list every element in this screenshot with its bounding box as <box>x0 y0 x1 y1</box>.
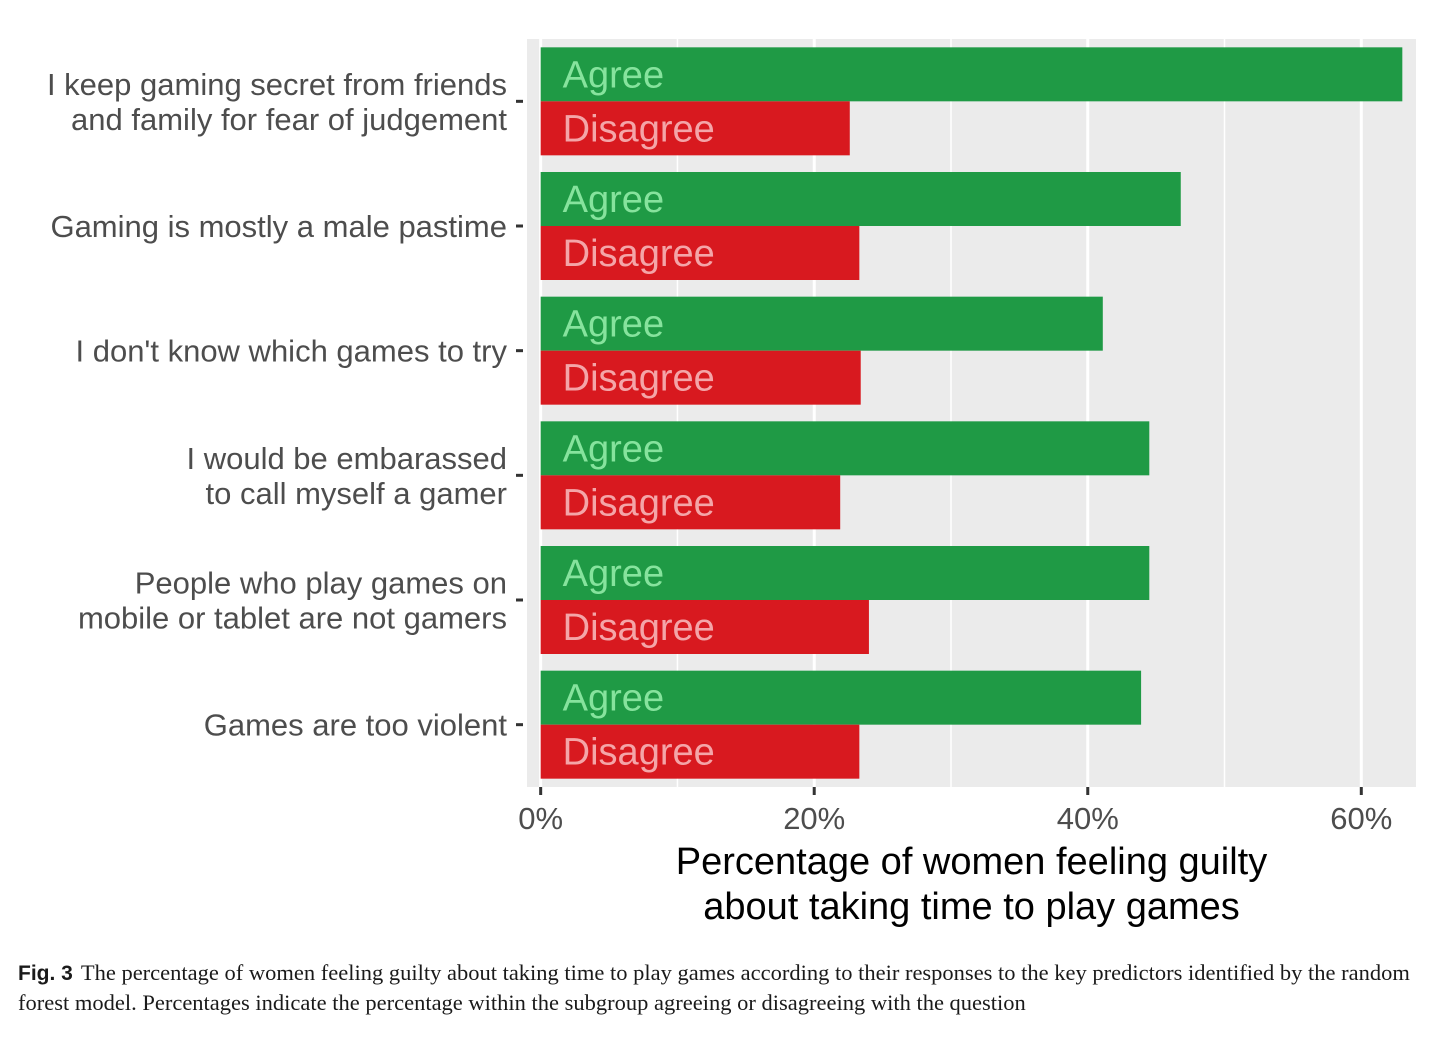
panel-background <box>527 39 1416 787</box>
bar-label-disagree: Disagree <box>563 482 715 524</box>
bar-agree <box>540 421 1150 476</box>
category-label: and family for fear of judgement <box>71 102 507 137</box>
bars: Agree Disagree Agree Disagree Agree Disagree A… <box>540 47 1403 779</box>
bar-label-agree: Agree <box>563 179 664 221</box>
figure-label: Fig. 3 <box>18 962 73 985</box>
bar-agree <box>540 546 1150 600</box>
x-axis: 0% 20% 40% 60% <box>518 787 1392 836</box>
x-tick-label: 0% <box>518 801 563 836</box>
bar-agree <box>540 670 1142 725</box>
bar-disagree <box>540 350 861 405</box>
bar-agree <box>540 172 1181 226</box>
bar-label-agree: Agree <box>563 553 664 595</box>
category-label: People who play games on <box>135 566 507 601</box>
category-label: Gaming is mostly a male pastime <box>50 209 507 244</box>
bar-label-agree: Agree <box>563 678 664 720</box>
bar-disagree <box>540 101 850 156</box>
x-axis-title: Percentage of women feeling guiltyabout … <box>676 841 1267 928</box>
bar-label-agree: Agree <box>563 304 664 346</box>
x-axis-title-line: Percentage of women feeling guilty <box>676 841 1267 883</box>
plot-panel <box>527 39 1416 787</box>
bar-chart: Agree Disagree Agree Disagree Agree Disagree A… <box>47 39 1416 928</box>
bar-disagree <box>540 600 869 654</box>
category-label: I keep gaming secret from friends <box>47 67 507 102</box>
bar-label-disagree: Disagree <box>563 108 715 150</box>
bar-disagree <box>540 226 860 280</box>
bar-disagree <box>540 724 860 779</box>
category-label: Games are too violent <box>204 708 508 743</box>
bar-agree <box>540 296 1103 351</box>
bar-label-disagree: Disagree <box>563 233 715 275</box>
bar-agree <box>540 47 1403 102</box>
x-tick-label: 20% <box>783 801 845 836</box>
bar-label-disagree: Disagree <box>563 358 715 400</box>
bar-label-agree: Agree <box>563 428 664 470</box>
bar-label-disagree: Disagree <box>563 732 715 774</box>
x-tick-label: 60% <box>1330 801 1392 836</box>
category-label: I don't know which games to try <box>75 334 507 369</box>
x-tick-label: 40% <box>1057 801 1119 836</box>
bar-label-agree: Agree <box>563 54 664 96</box>
bar-disagree <box>540 475 841 530</box>
grid-lines <box>539 39 1363 787</box>
category-label: to call myself a gamer <box>206 476 508 511</box>
caption-text: The percentage of women feeling guilty a… <box>18 960 1410 1015</box>
figure-caption: Fig. 3 The percentage of women feeling gu… <box>18 958 1438 1017</box>
category-label: I would be embarassed <box>186 441 507 476</box>
category-label: mobile or tablet are not gamers <box>78 601 507 636</box>
x-axis-title-line: about taking time to play games <box>703 886 1240 928</box>
bar-label-disagree: Disagree <box>563 607 715 649</box>
